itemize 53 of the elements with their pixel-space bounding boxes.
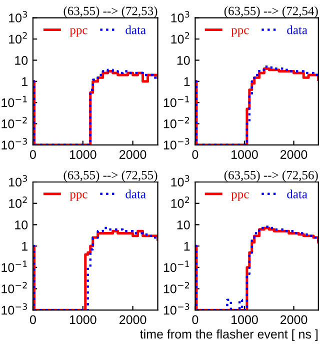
x-tick-label: 2000	[280, 315, 308, 324]
y-tick-label: 10$^{3}$	[9, 175, 27, 187]
text: ppc	[231, 28, 249, 37]
x-tick-label: 0	[192, 315, 198, 324]
y-tick-label: 1	[184, 242, 190, 251]
legend-label: data	[287, 190, 308, 198]
x-tick-label: 1000	[232, 315, 258, 324]
y-tick-label: 10$^{−1}$	[2, 96, 27, 108]
y-tick-label: 10$^{−2}$	[164, 282, 190, 294]
y-tick-label: 10$^{−2}$	[2, 116, 27, 128]
x-tick-label: 0	[30, 315, 36, 324]
x-tick-label: 1000	[70, 315, 96, 324]
y-tick-label: 10$^{2}$	[171, 32, 190, 44]
chart-title: (63,55) --> (72,54)	[224, 6, 318, 18]
chart-title: (63,55) --> (72,53)	[64, 6, 158, 18]
y-tick-label: 10$^{−2}$	[2, 282, 27, 294]
legend-label: data	[287, 25, 308, 34]
x-tick-label: 2000	[120, 150, 146, 159]
y-tick-label: 10$^{2}$	[171, 196, 190, 208]
y-tick-label: 10$^{−3}$	[164, 303, 190, 315]
x-tick-label: 2000	[280, 150, 308, 159]
x-tick-label: 1000	[70, 150, 96, 159]
y-tick-label: 10$^{−2}$	[164, 116, 190, 128]
legend-label: ppc	[70, 192, 88, 201]
y-tick-label: 10$^{3}$	[171, 175, 190, 187]
y-tick-label: 10$^{−3}$	[164, 138, 190, 150]
y-tick-label: 10$^{−1}$	[2, 260, 27, 272]
y-tick-label: 10$^{−1}$	[164, 260, 190, 272]
y-tick-label: 10$^{−3}$	[2, 138, 27, 150]
y-tick-label: 10	[15, 56, 28, 65]
y-tick-label: 10$^{3}$	[171, 11, 190, 22]
y-tick-label: 1	[22, 242, 28, 251]
x-tick-label: 0	[192, 150, 198, 159]
text: ppc	[231, 192, 249, 201]
y-tick-label: 1	[184, 77, 190, 86]
y-tick-label: 10$^{−3}$	[2, 303, 27, 315]
y-tick-label: 10	[15, 220, 28, 230]
chart-title: (63,55) --> (72,55)	[64, 170, 158, 182]
legend-label: data	[126, 190, 146, 198]
x-axis-title: time from the flasher event [ ns ]	[140, 329, 318, 342]
y-tick-label: 10	[177, 220, 190, 230]
y-tick-label: 10	[177, 56, 190, 65]
y-tick-label: 10$^{2}$	[9, 32, 27, 44]
y-tick-label: 1	[22, 77, 28, 86]
y-tick-label: 10$^{2}$	[9, 196, 27, 208]
y-tick-label: 10$^{3}$	[9, 11, 27, 22]
legend-label: ppc	[70, 28, 88, 37]
chart-title: (63,55) --> (72,56)	[224, 170, 318, 182]
x-tick-label: 0	[30, 150, 36, 159]
x-tick-label: 2000	[120, 315, 146, 324]
y-tick-label: 10$^{−1}$	[164, 96, 190, 108]
legend-label: data	[126, 25, 146, 34]
x-tick-label: 1000	[232, 150, 258, 159]
